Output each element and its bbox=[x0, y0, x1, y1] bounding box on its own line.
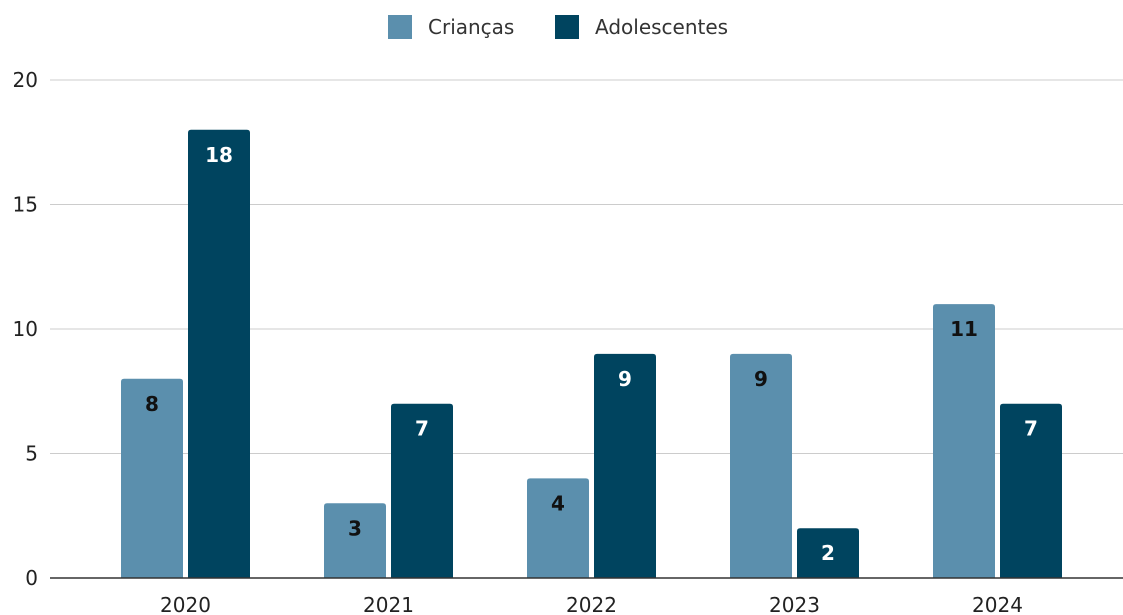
bar-adolescentes-2024 bbox=[1000, 403, 1062, 578]
bars bbox=[121, 129, 1062, 579]
data-label-adolescentes-2023: 2 bbox=[821, 541, 835, 565]
data-label-adolescentes-2020: 18 bbox=[205, 143, 233, 167]
data-label-adolescentes-2024: 7 bbox=[1024, 417, 1038, 441]
data-label-criancas-2020: 8 bbox=[145, 392, 159, 416]
y-tick-label: 5 bbox=[25, 442, 38, 466]
bar-criancas-2023 bbox=[730, 353, 792, 578]
x-tick-label-2021: 2021 bbox=[363, 593, 414, 615]
y-axis-ticks: 0 5 10 15 20 bbox=[13, 68, 38, 590]
bar-adolescentes-2022 bbox=[594, 353, 656, 578]
legend-swatch-criancas bbox=[388, 15, 412, 39]
bar-criancas-2022 bbox=[527, 478, 589, 578]
y-tick-label: 0 bbox=[25, 566, 38, 590]
legend-label-adolescentes: Adolescentes bbox=[595, 15, 728, 39]
bar-criancas-2021 bbox=[324, 503, 386, 578]
bar-criancas-2024 bbox=[933, 304, 995, 578]
y-tick-label: 15 bbox=[13, 193, 38, 217]
data-label-criancas-2023: 9 bbox=[754, 367, 768, 391]
bar-adolescentes-2023 bbox=[797, 528, 859, 578]
legend: Crianças Adolescentes bbox=[388, 15, 728, 39]
bar-adolescentes-2021 bbox=[391, 403, 453, 578]
x-tick-label-2023: 2023 bbox=[769, 593, 820, 615]
data-label-adolescentes-2021: 7 bbox=[415, 417, 429, 441]
data-labels: 8 18 3 7 4 9 9 2 11 7 bbox=[145, 143, 1038, 565]
bar-adolescentes-2020 bbox=[188, 129, 250, 579]
y-tick-label: 10 bbox=[13, 317, 38, 341]
bar-criancas-2020 bbox=[121, 378, 183, 578]
x-tick-label-2024: 2024 bbox=[972, 593, 1023, 615]
x-tick-label-2022: 2022 bbox=[566, 593, 617, 615]
legend-label-criancas: Crianças bbox=[428, 15, 514, 39]
x-tick-label-2020: 2020 bbox=[160, 593, 211, 615]
data-label-criancas-2022: 4 bbox=[551, 491, 565, 515]
data-label-adolescentes-2022: 9 bbox=[618, 367, 632, 391]
x-axis-ticks: 2020 2021 2022 2023 2024 bbox=[160, 593, 1023, 615]
data-label-criancas-2021: 3 bbox=[348, 516, 362, 540]
legend-swatch-adolescentes bbox=[555, 15, 579, 39]
data-label-criancas-2024: 11 bbox=[950, 317, 978, 341]
y-tick-label: 20 bbox=[13, 68, 38, 92]
